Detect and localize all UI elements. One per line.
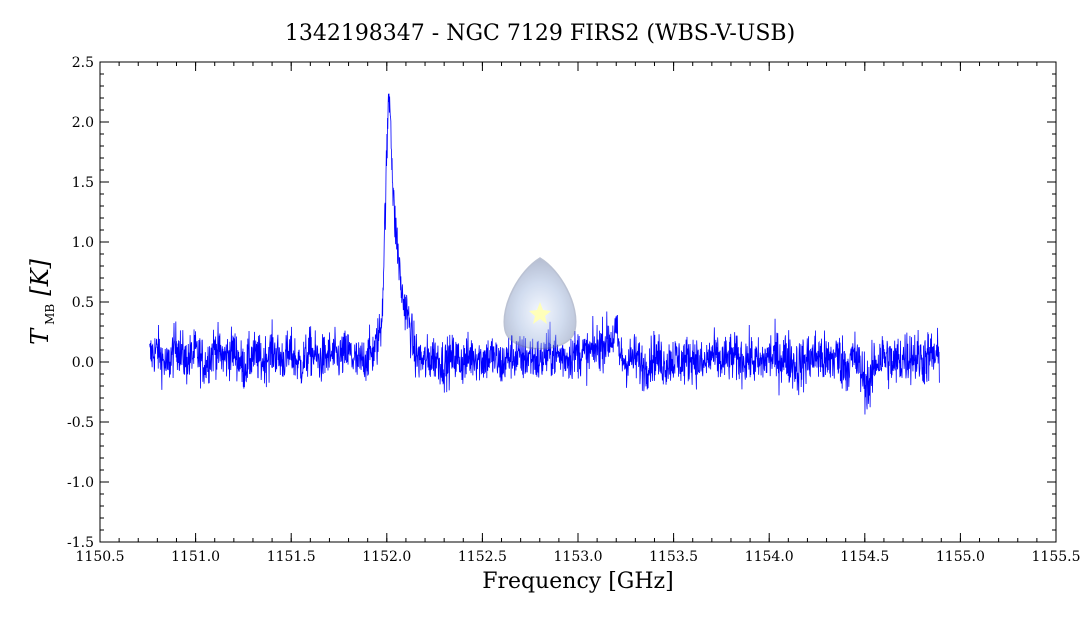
x-tick-label: 1155.5 [1032,549,1080,565]
x-axis-label: Frequency [GHz] [482,569,674,594]
y-tick-label: 1.5 [72,175,94,191]
chart-title: 1342198347 - NGC 7129 FIRS2 (WBS-V-USB) [285,21,795,46]
spectrum-series-line [149,93,940,415]
y-axis-label-symbol: T [26,327,54,345]
x-tick-label: 1155.0 [936,549,985,565]
x-tick-label: 1150.5 [76,549,125,565]
x-axis-ticks [99,62,1057,542]
watermark-logo [503,257,577,350]
y-axis-label-unit: [K] [26,258,54,295]
y-axis-label-subscript: MB [43,304,57,325]
x-axis-tick-labels: 1150.5 1151.0 1151.5 1152.0 1152.5 1153.0 1153… [76,549,1080,565]
y-axis-label: T MB [K] [26,258,58,344]
y-tick-label: -0.5 [67,415,94,431]
plot-frame [99,61,1057,543]
y-tick-label: 2.5 [72,55,94,71]
y-tick-label: 2.0 [72,115,94,131]
x-tick-label: 1152.0 [362,549,411,565]
y-tick-label: -1.0 [67,475,94,491]
y-axis-tick-labels: -1.5 -1.0 -0.5 0.0 0.5 1.0 1.5 2.0 2.5 [67,55,94,551]
x-tick-label: 1154.5 [840,549,889,565]
x-tick-label: 1151.0 [171,549,220,565]
x-tick-label: 1153.0 [554,549,603,565]
y-tick-label: -1.5 [67,535,94,551]
y-tick-label: 0.5 [72,295,94,311]
svg-text:T MB [K]: T MB [K] [26,258,58,344]
x-tick-label: 1154.0 [745,549,794,565]
y-tick-label: 1.0 [72,235,94,251]
x-tick-label: 1152.5 [458,549,507,565]
series-group [149,93,940,415]
y-axis-ticks [100,61,1056,543]
x-tick-label: 1151.5 [267,549,316,565]
x-tick-label: 1153.5 [649,549,698,565]
y-tick-label: 0.0 [72,355,94,371]
